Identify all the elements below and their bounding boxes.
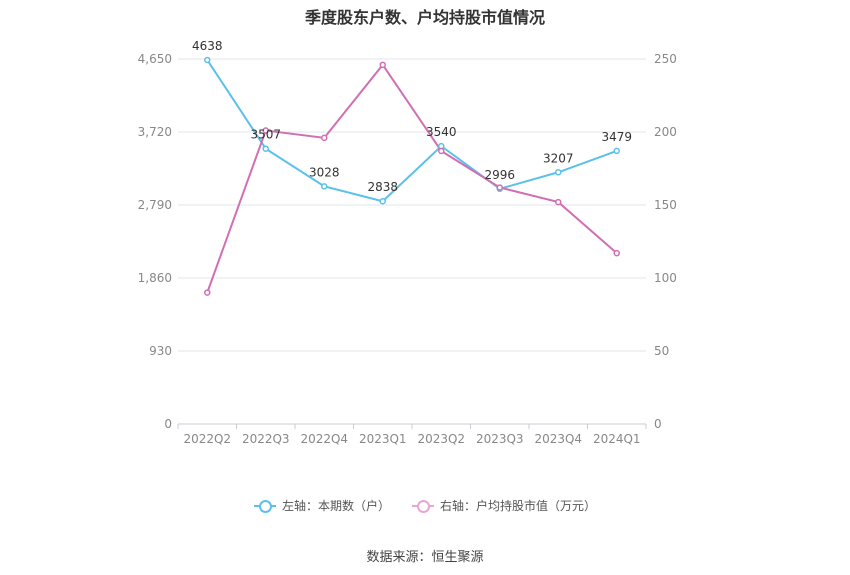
x-axis-tick-label: 2022Q4	[300, 432, 348, 446]
avg-holding-value-point	[438, 147, 445, 155]
households-data-label: 2996	[484, 168, 515, 182]
avg-holding-value-point	[379, 61, 386, 69]
x-axis-tick-label: 2022Q3	[242, 432, 290, 446]
households-data-label: 3028	[309, 165, 340, 179]
households-data-label: 3540	[426, 125, 457, 139]
right-axis-tick-label: 200	[654, 125, 677, 139]
households-data-label: 3479	[601, 130, 632, 144]
legend-line-icon	[412, 499, 434, 513]
households-point	[204, 56, 211, 64]
data-source: 数据来源：恒生聚源	[366, 550, 484, 565]
legend-item-households[interactable]: 左轴：本期数（户）	[253, 497, 390, 514]
x-axis-tick-label: 2023Q1	[359, 432, 407, 446]
households-data-label: 3507	[250, 128, 281, 142]
legend-item-avg-holding-value[interactable]: 右轴：户均持股市值（万元）	[412, 497, 596, 514]
households-point	[262, 145, 269, 152]
legend-line-icon	[253, 499, 276, 513]
x-axis-tick-label: 2022Q2	[183, 432, 231, 446]
left-axis-tick-label: 3,720	[138, 125, 172, 139]
households-point	[321, 183, 328, 190]
chart-title: 季度股东户数、户均持股市值情况	[304, 8, 545, 27]
x-axis-tick-label: 2023Q3	[476, 432, 524, 446]
left-axis-tick-label: 4,650	[138, 52, 172, 66]
x-axis-tick-label: 2023Q2	[417, 432, 465, 446]
x-axis-tick-label: 2023Q4	[534, 432, 582, 446]
legend: 左轴：本期数（户） 右轴：户均持股市值（万元）	[0, 497, 850, 514]
households-data-label: 4638	[192, 39, 223, 53]
households-point	[613, 147, 620, 155]
right-axis-tick-label: 100	[654, 271, 677, 285]
avg-holding-value-point	[204, 289, 211, 296]
households-data-label: 3207	[543, 151, 574, 165]
avg-holding-value-point	[555, 198, 562, 206]
left-axis-tick-label: 0	[164, 417, 172, 431]
households-data-label: 2838	[367, 180, 398, 194]
avg-holding-value-point	[321, 134, 328, 142]
legend-label-avg-holding-value: 右轴：户均持股市值（万元）	[440, 499, 597, 513]
left-axis-tick-label: 2,790	[138, 198, 172, 212]
left-axis-tick-label: 930	[149, 344, 172, 358]
legend-label-households: 左轴：本期数（户）	[281, 499, 390, 513]
series-line-avg-holding-value	[206, 63, 618, 293]
right-axis-tick-label: 50	[654, 344, 669, 358]
right-axis-tick-label: 150	[654, 198, 677, 212]
right-axis-tick-label: 0	[654, 417, 662, 431]
avg-holding-value-point	[262, 127, 269, 134]
left-axis-tick-label: 1,860	[138, 271, 172, 285]
avg-holding-value-point	[613, 249, 620, 257]
x-axis-tick-label: 2024Q1	[593, 432, 641, 446]
series-line-households	[206, 59, 618, 203]
right-axis-tick-label: 250	[654, 52, 677, 66]
households-point	[379, 197, 386, 205]
households-point	[555, 169, 562, 176]
avg-holding-value-point	[496, 184, 503, 191]
